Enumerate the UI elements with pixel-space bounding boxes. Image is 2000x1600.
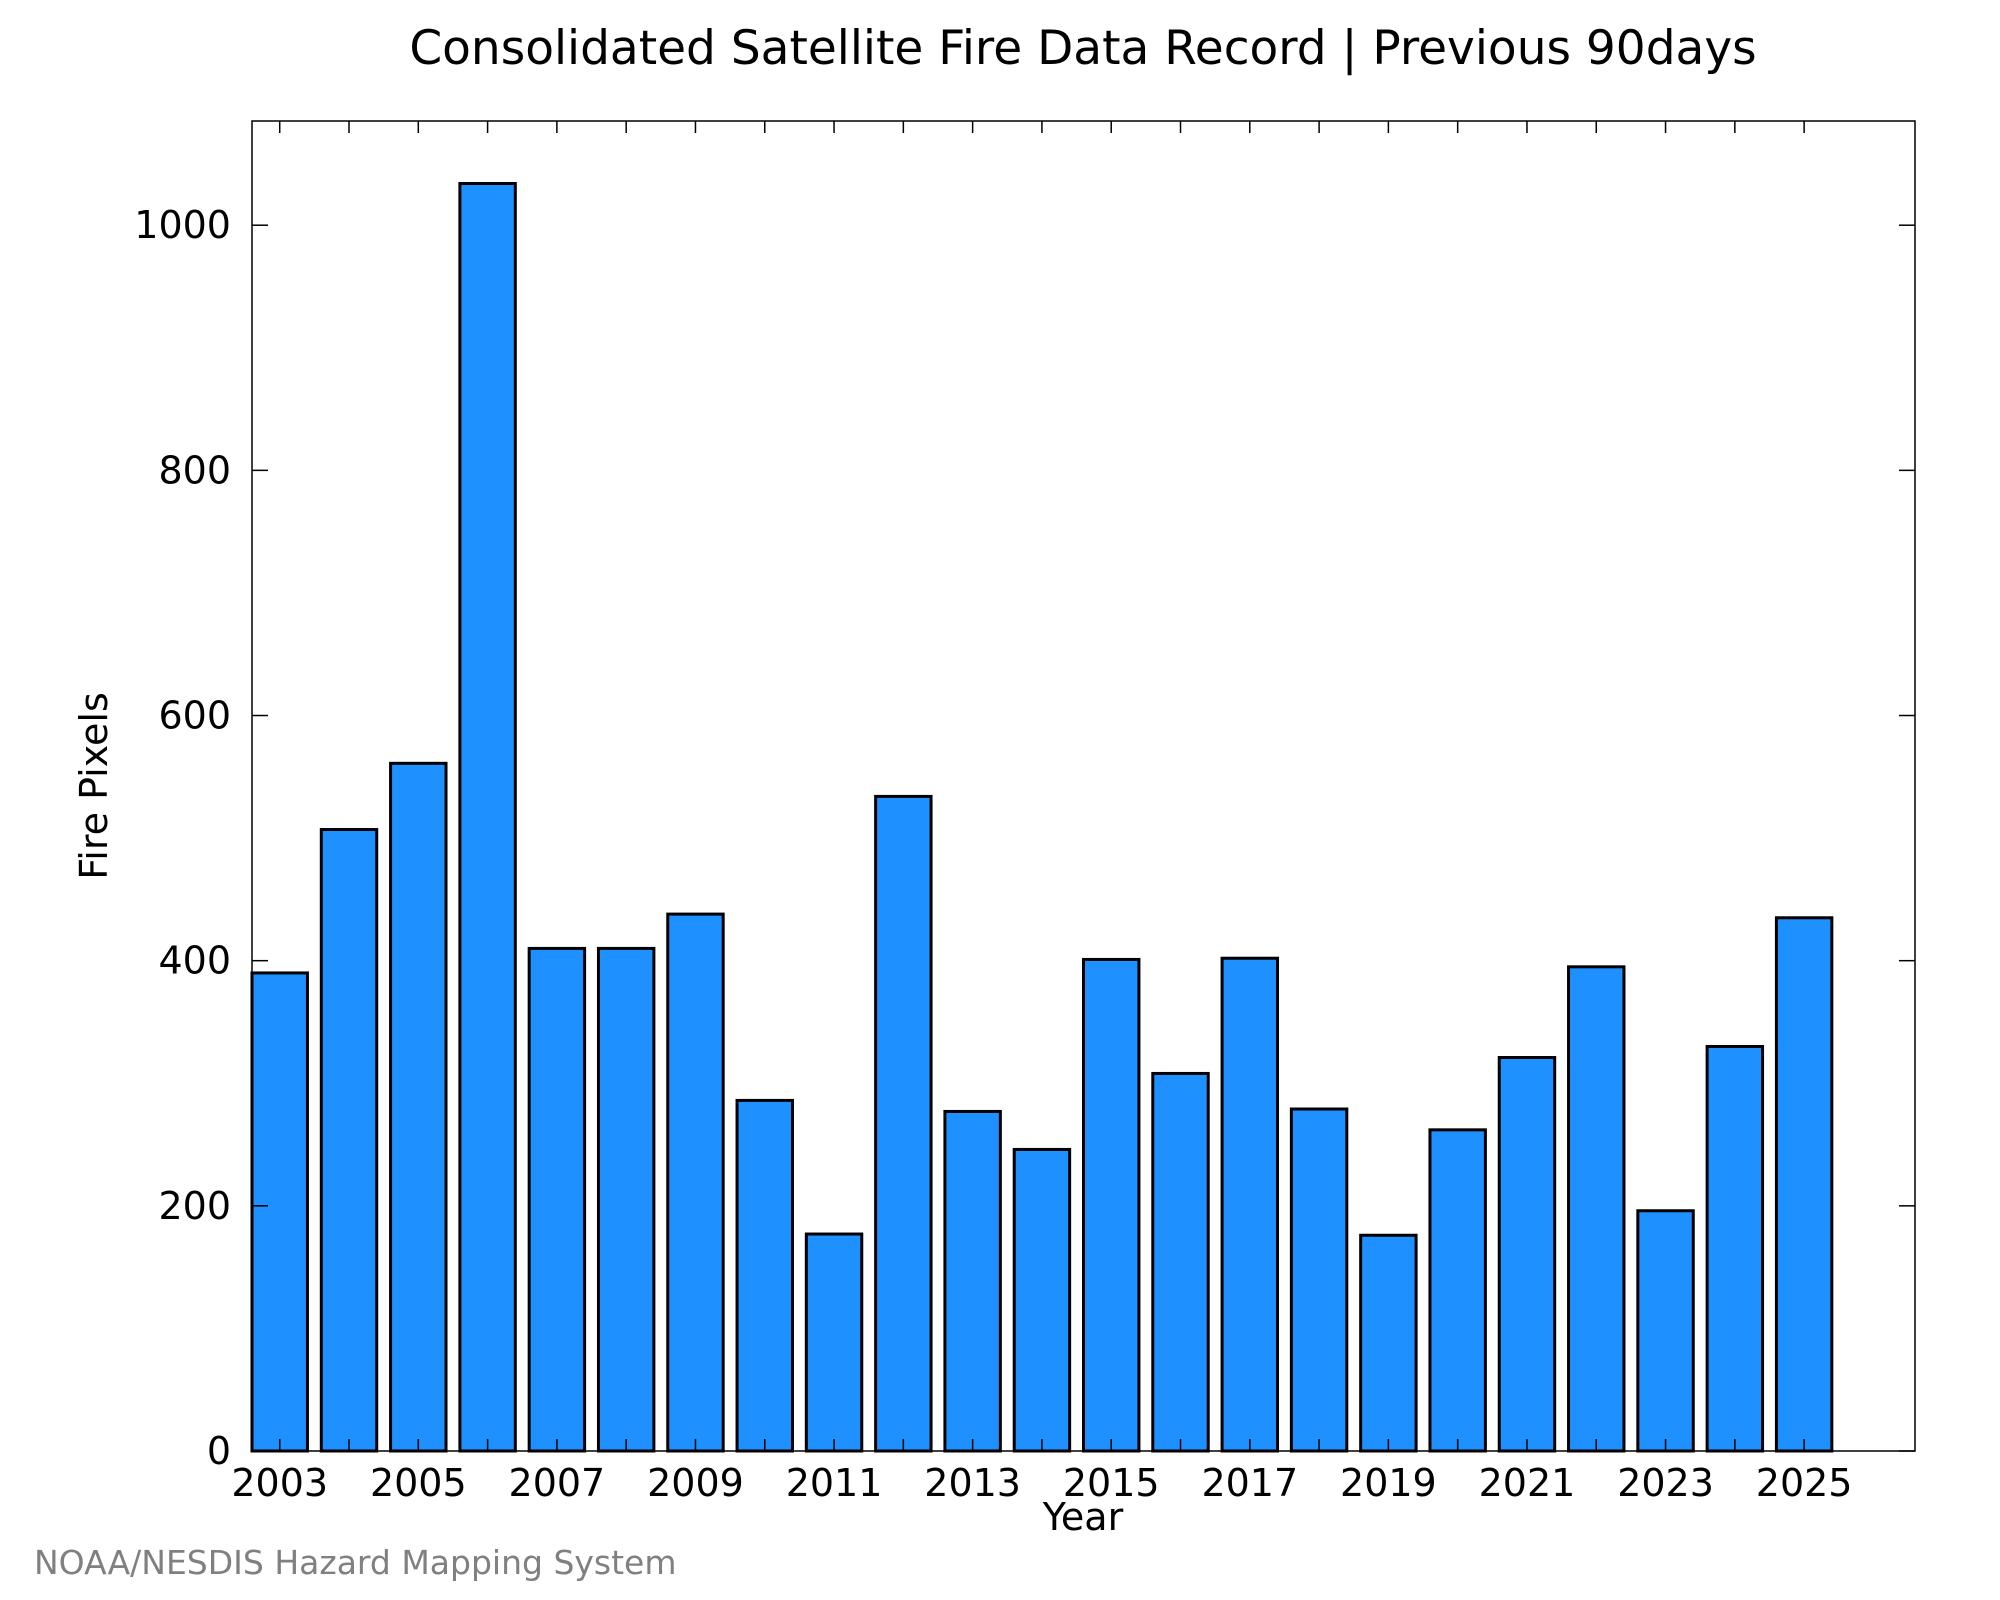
bars-group xyxy=(250,182,1834,1453)
y-axis-ticks: 0 200 400 600 800 1000 xyxy=(134,203,1915,1473)
bar-2019 xyxy=(1359,1233,1418,1453)
x-tick-label-2005: 2005 xyxy=(370,1461,467,1505)
bar-2022 xyxy=(1567,965,1626,1453)
y-tick-label-1000: 1000 xyxy=(134,203,231,247)
bar-2007 xyxy=(527,946,587,1453)
x-tick-label-2015: 2015 xyxy=(1063,1461,1160,1505)
x-tick-label-2003: 2003 xyxy=(231,1461,328,1505)
bar-2015 xyxy=(1082,957,1141,1453)
x-tick-label-2019: 2019 xyxy=(1340,1461,1437,1505)
x-tick-label-2009: 2009 xyxy=(647,1461,744,1505)
bar-2010 xyxy=(735,1098,794,1453)
bar-2023 xyxy=(1636,1209,1695,1453)
bar-2005 xyxy=(389,761,448,1453)
bar-2016 xyxy=(1151,1071,1210,1453)
y-tick-label-0: 0 xyxy=(207,1429,231,1473)
bar-2021 xyxy=(1497,1056,1557,1453)
bar-2011 xyxy=(804,1232,864,1453)
x-tick-label-2013: 2013 xyxy=(924,1461,1021,1505)
bar-2013 xyxy=(943,1109,1002,1453)
bar-2003 xyxy=(250,971,309,1453)
bar-2024 xyxy=(1705,1044,1765,1453)
x-tick-label-2017: 2017 xyxy=(1201,1461,1298,1505)
y-tick-label-800: 800 xyxy=(158,448,231,492)
bar-2004 xyxy=(319,828,379,1453)
x-tick-label-2025: 2025 xyxy=(1756,1461,1853,1505)
y-tick-label-200: 200 xyxy=(158,1184,231,1228)
bar-2006 xyxy=(458,182,517,1453)
x-tick-label-2023: 2023 xyxy=(1617,1461,1714,1505)
y-tick-label-400: 400 xyxy=(158,939,231,983)
x-axis-label: Year xyxy=(1042,1495,1124,1539)
y-tick-label-600: 600 xyxy=(158,694,231,738)
plot-area-frame xyxy=(251,120,1916,1452)
bar-2009 xyxy=(666,912,725,1453)
x-tick-label-2007: 2007 xyxy=(509,1461,606,1505)
x-axis-ticks: 2003 2005 2007 2009 2011 2013 2015 2017 2019 2021… xyxy=(231,121,1852,1505)
bar-2020 xyxy=(1428,1128,1487,1453)
source-credit: NOAA/NESDIS Hazard Mapping System xyxy=(34,1543,677,1582)
x-tick-label-2011: 2011 xyxy=(786,1461,883,1505)
y-axis-label: Fire Pixels xyxy=(72,692,116,880)
bar-2018 xyxy=(1289,1107,1349,1453)
chart-title: Consolidated Satellite Fire Data Record … xyxy=(409,21,1756,76)
bar-2012 xyxy=(874,794,933,1453)
bar-2008 xyxy=(596,946,656,1453)
bar-2014 xyxy=(1012,1147,1072,1453)
bar-2025 xyxy=(1774,916,1834,1453)
x-tick-label-2021: 2021 xyxy=(1479,1461,1576,1505)
bar-2017 xyxy=(1220,956,1280,1453)
